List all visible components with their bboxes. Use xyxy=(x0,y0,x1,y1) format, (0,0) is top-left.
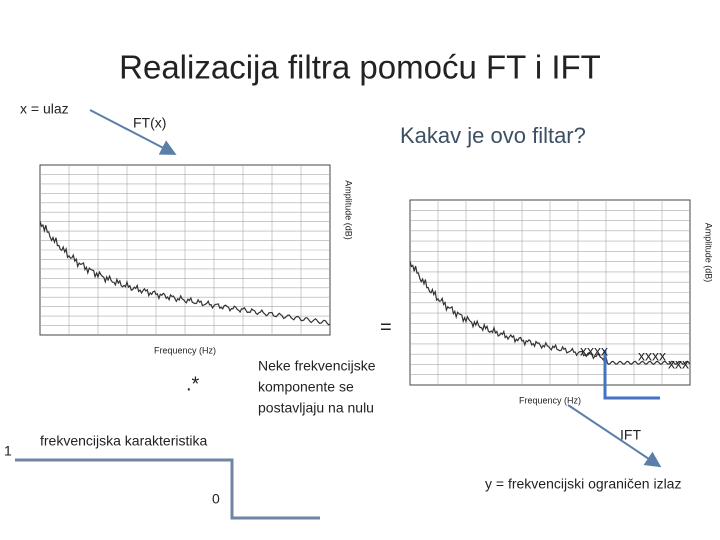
input-label: x = ulaz xyxy=(20,101,69,117)
spectrum-curve xyxy=(39,220,331,326)
frequency-response xyxy=(15,458,320,520)
zeroed-marks: xxxx xyxy=(580,343,608,359)
y-axis-title: Amplitude (dB) xyxy=(344,180,354,240)
x-axis-title: Frequency (Hz) xyxy=(154,345,216,355)
zero-label: 0 xyxy=(212,491,220,507)
spectrum-curve xyxy=(409,260,691,366)
output-label: y = frekvencijski ograničen izlaz xyxy=(485,476,681,492)
multiply-sign: .* xyxy=(186,373,200,395)
equals-sign: = xyxy=(380,316,392,338)
ft-arrow xyxy=(89,109,177,155)
x-axis-title: Frequency (Hz) xyxy=(519,395,581,405)
question: Kakav je ovo filtar? xyxy=(400,123,586,148)
note-line: postavljaju na nulu xyxy=(258,400,374,416)
cut-marker xyxy=(603,350,660,400)
zeroed-marks: xxxx xyxy=(638,348,666,364)
ift-label: IFT xyxy=(620,427,641,443)
slide-title: Realizacija filtra pomoću FT i IFT xyxy=(119,49,601,86)
note-line: komponente se xyxy=(258,379,354,395)
zeroed-marks: xxx xyxy=(668,356,689,372)
ft-label: FT(x) xyxy=(133,115,166,131)
one-label: 1 xyxy=(4,443,12,459)
ift-arrow xyxy=(567,404,662,468)
note-line: Neke frekvencijske xyxy=(258,358,376,374)
response-label: frekvencijska karakteristika xyxy=(40,433,207,449)
y-axis-title: Amplitude (dB) xyxy=(704,223,714,283)
